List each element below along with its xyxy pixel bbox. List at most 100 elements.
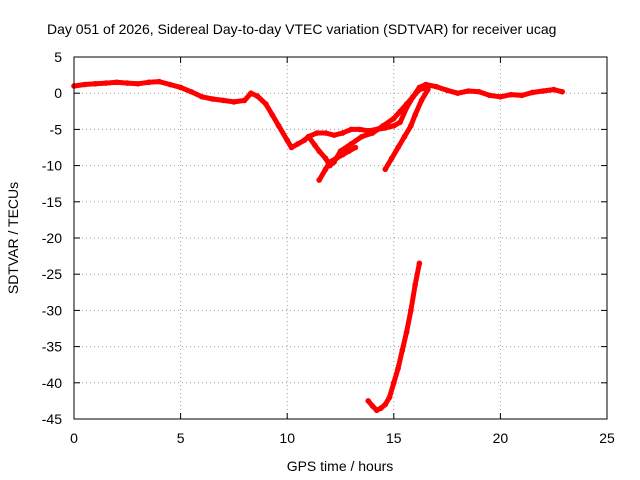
x-tick-label: 15: [386, 430, 402, 446]
data-point: [391, 115, 397, 122]
data-point: [486, 92, 493, 99]
data-point: [199, 94, 205, 100]
data-point: [316, 177, 322, 183]
y-tick-label: 5: [54, 49, 62, 65]
data-point: [339, 130, 346, 136]
y-tick-label: -40: [42, 375, 62, 391]
y-tick-label: -15: [42, 194, 62, 210]
x-tick-label: 10: [279, 430, 295, 446]
data-point: [403, 104, 410, 111]
data-point: [412, 282, 418, 288]
data-point: [167, 81, 173, 88]
data-point: [373, 126, 380, 133]
data-point: [550, 86, 557, 93]
data-point: [476, 88, 482, 95]
x-tick-label: 5: [177, 430, 185, 446]
data-point: [135, 80, 141, 87]
data-point: [408, 122, 414, 129]
data-point: [339, 151, 346, 158]
data-point: [177, 84, 184, 91]
data-point: [397, 119, 403, 125]
x-axis-ticks: 0 5 10 15 20 25: [70, 57, 615, 446]
data-point: [305, 133, 312, 140]
data-point: [220, 97, 227, 104]
data-point: [348, 141, 354, 147]
data-point: [540, 88, 546, 94]
data-point: [382, 166, 389, 173]
data-point: [188, 88, 195, 95]
data-point: [395, 365, 401, 372]
data-point: [403, 329, 410, 335]
data-point: [408, 307, 414, 314]
data-point: [156, 78, 163, 85]
data-point: [352, 144, 359, 151]
x-tick-label: 0: [70, 430, 78, 446]
data-point: [284, 137, 291, 144]
data-point: [365, 128, 372, 134]
data-point: [124, 80, 131, 86]
data-point: [378, 405, 384, 411]
data-point: [454, 90, 461, 96]
y-tick-label: -5: [50, 121, 63, 137]
plot-frame: [73, 56, 608, 420]
data-point: [365, 398, 372, 404]
data-point: [275, 122, 282, 129]
data-point: [356, 126, 363, 133]
data-point: [248, 90, 254, 96]
data-point: [359, 133, 365, 140]
y-axis-title: SDTVAR / TECUs: [5, 182, 21, 294]
y-tick-label: -35: [42, 339, 62, 355]
data-point: [316, 148, 322, 154]
data-point: [145, 79, 152, 86]
y-tick-label: -30: [42, 302, 62, 318]
data-point: [348, 126, 354, 133]
data-point: [444, 87, 450, 94]
data-point: [333, 155, 340, 162]
y-tick-label: -20: [42, 230, 62, 246]
data-point: [391, 122, 397, 129]
series-layer: [71, 78, 566, 414]
y-tick-label: -10: [42, 158, 62, 174]
data-point: [241, 97, 248, 104]
data-point: [113, 79, 120, 86]
data-point: [331, 132, 337, 138]
y-tick-label: -45: [42, 411, 62, 427]
chart-title: Day 051 of 2026, Sidereal Day-to-day VTE…: [47, 21, 556, 37]
data-point: [391, 380, 397, 386]
data-point: [254, 93, 261, 99]
data-point: [382, 125, 389, 131]
data-point: [497, 94, 504, 100]
data-point: [92, 80, 99, 87]
data-point: [425, 86, 431, 93]
data-point: [322, 155, 329, 162]
data-point: [322, 130, 329, 136]
data-point: [382, 401, 389, 408]
x-axis-title: GPS time / hours: [287, 458, 394, 474]
data-point: [301, 137, 308, 144]
data-point: [416, 86, 423, 93]
data-point: [386, 394, 393, 401]
data-point: [401, 133, 408, 140]
data-point: [231, 99, 237, 105]
data-point: [314, 130, 320, 136]
data-point: [416, 260, 423, 267]
data-point: [322, 166, 329, 173]
data-point: [418, 97, 425, 104]
data-point: [81, 81, 88, 88]
data-point: [412, 112, 418, 118]
x-tick-label: 20: [493, 430, 509, 446]
x-tick-label: 25: [599, 430, 615, 446]
data-point: [529, 89, 536, 96]
data-point: [288, 144, 295, 151]
y-tick-label: 0: [54, 85, 62, 101]
data-point: [269, 112, 276, 118]
data-point: [465, 88, 472, 94]
data-point: [559, 88, 566, 95]
data-point: [395, 144, 401, 151]
data-point: [103, 80, 109, 86]
data-point: [369, 403, 376, 409]
data-point: [399, 347, 406, 354]
data-point: [397, 108, 403, 115]
data-point: [263, 101, 269, 107]
